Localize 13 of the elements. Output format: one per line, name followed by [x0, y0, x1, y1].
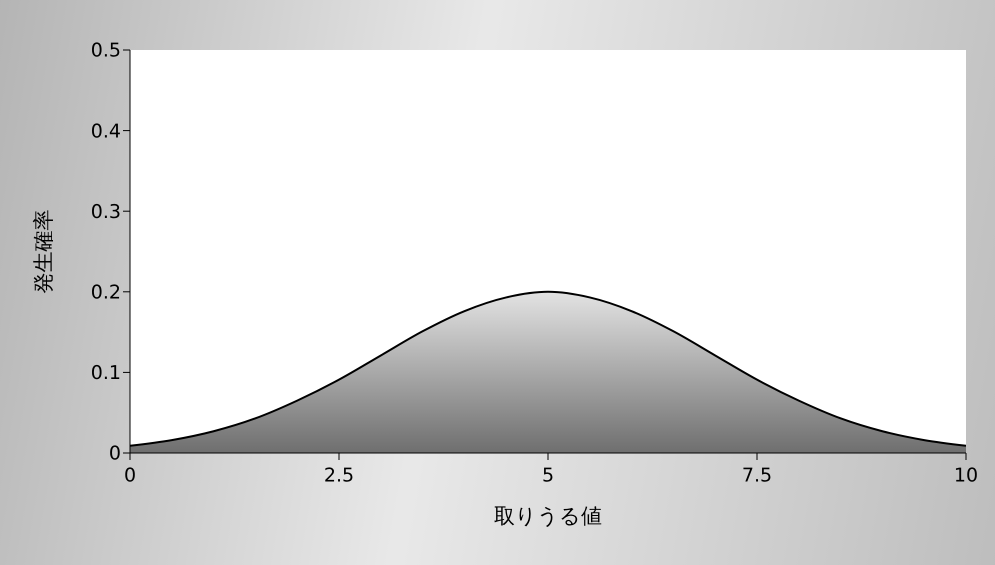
y-tick-label: 0.4: [90, 120, 121, 142]
y-tick-label: 0: [108, 442, 121, 465]
x-axis-title: 取りうる値: [494, 504, 602, 528]
x-tick-label: 10: [954, 464, 978, 486]
x-tick-label: 7.5: [742, 464, 772, 486]
x-tick-label: 0: [124, 464, 136, 486]
y-axis-title: 発生確率: [31, 210, 56, 294]
y-tick-label: 0.5: [90, 40, 121, 62]
x-tick-label: 5: [542, 464, 554, 486]
y-tick-label: 0.3: [90, 200, 121, 223]
y-tick-label: 0.1: [90, 362, 121, 384]
y-tick-label: 0.2: [90, 282, 121, 304]
x-tick-label: 2.5: [324, 464, 354, 486]
